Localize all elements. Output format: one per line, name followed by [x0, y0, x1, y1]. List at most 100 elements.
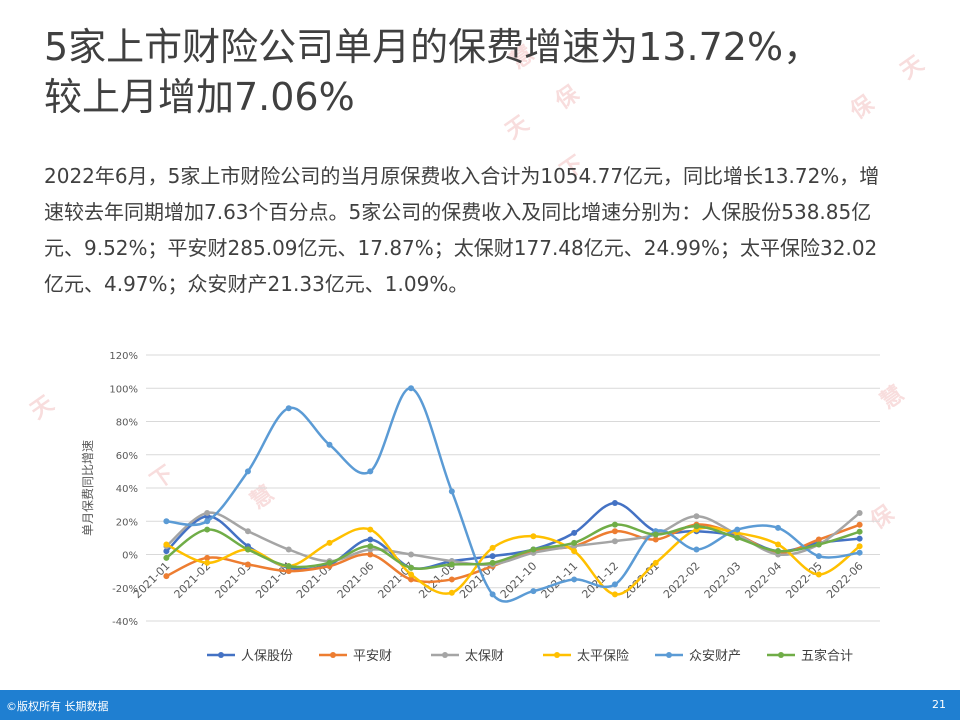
data-point [204, 559, 211, 566]
x-tick-label: 2022-02 [661, 559, 703, 601]
data-point [326, 559, 333, 566]
data-point [367, 536, 374, 543]
slide-title: 5家上市财险公司单月的保费增速为13.72%， 较上月增加7.06% [44, 22, 924, 122]
legend-label: 太平保险 [577, 649, 629, 664]
data-point [285, 405, 292, 412]
data-point [163, 573, 170, 580]
data-point [448, 576, 455, 583]
data-point [408, 564, 415, 571]
data-point [815, 541, 822, 548]
y-tick-label: 100% [109, 384, 138, 395]
data-point [408, 576, 415, 583]
data-point [775, 541, 782, 548]
data-point [489, 559, 496, 566]
y-axis-label: 单月保费同比增速 [81, 440, 95, 536]
data-point [856, 509, 863, 516]
legend-marker [778, 652, 784, 658]
x-tick-label: 2022-03 [702, 559, 744, 601]
data-point [856, 521, 863, 528]
legend-marker [554, 652, 560, 658]
y-tick-label: 40% [116, 484, 138, 495]
data-point [204, 526, 211, 533]
x-tick-label: 2021-01 [131, 559, 173, 601]
data-point [775, 524, 782, 531]
data-point [489, 544, 496, 551]
data-point [652, 559, 659, 566]
legend-label: 人保股份 [241, 649, 293, 664]
data-point [163, 548, 170, 555]
data-point [611, 499, 618, 506]
data-point [611, 528, 618, 535]
data-point [856, 528, 863, 535]
data-point [571, 576, 578, 583]
data-point [815, 571, 822, 578]
data-point [244, 468, 251, 475]
series-line [165, 511, 861, 567]
legend-marker [218, 652, 224, 658]
data-point [775, 548, 782, 555]
data-point [163, 541, 170, 548]
slide-title-line1: 5家上市财险公司单月的保费增速为13.72%， [44, 25, 822, 69]
data-point [611, 591, 618, 598]
data-point [163, 518, 170, 525]
data-point [856, 549, 863, 556]
data-point [693, 546, 700, 553]
data-point [326, 441, 333, 448]
legend-label: 五家合计 [801, 648, 853, 664]
data-point [285, 563, 292, 570]
legend-marker [442, 652, 448, 658]
data-point [856, 535, 863, 542]
data-point [244, 528, 251, 535]
data-point [652, 531, 659, 538]
page-number: 21 [932, 698, 946, 711]
data-point [244, 561, 251, 568]
slide-body-text: 2022年6月，5家上市财险公司的当月原保费收入合计为1054.77亿元，同比增… [44, 164, 880, 296]
data-point [204, 509, 211, 516]
data-point [367, 526, 374, 533]
y-tick-label: -40% [112, 617, 138, 628]
y-tick-label: 60% [116, 451, 138, 462]
data-point [367, 551, 374, 558]
data-point [530, 546, 537, 553]
data-point [408, 551, 415, 558]
data-point [611, 581, 618, 588]
data-point [204, 518, 211, 525]
data-point [693, 523, 700, 530]
data-point [285, 568, 292, 575]
y-tick-label: 120% [109, 351, 138, 362]
data-point [489, 553, 496, 560]
data-point [326, 539, 333, 546]
data-point [734, 526, 741, 533]
series-line [165, 523, 860, 570]
data-point [204, 554, 211, 561]
slide-title-line2: 较上月增加7.06% [44, 75, 355, 119]
data-point [489, 591, 496, 598]
x-tick-label: 2022-06 [824, 559, 866, 601]
data-point [530, 533, 537, 540]
y-tick-label: 80% [116, 418, 138, 429]
data-point [815, 536, 822, 543]
data-point [285, 546, 292, 553]
data-point [448, 561, 455, 568]
data-point [530, 588, 537, 595]
data-point [815, 553, 822, 560]
data-point [244, 546, 251, 553]
data-point [693, 513, 700, 520]
premium-growth-line-chart: -40% -20% 0% 20% 40% 60% 80% 100% 120% 单月保费同比增速 20… [81, 351, 880, 664]
y-tick-label: 20% [116, 517, 138, 528]
legend-label: 太保财 [465, 649, 504, 664]
legend-marker [666, 652, 672, 658]
data-point [448, 488, 455, 495]
y-tick-label: -20% [112, 584, 138, 595]
footer-bar: ©版权所有 长期数据 21 [0, 690, 960, 720]
legend-marker [330, 652, 336, 658]
data-point [611, 538, 618, 545]
x-tick-label: 2022-04 [742, 559, 784, 601]
legend-label: 众安财产 [689, 649, 741, 664]
data-point [571, 529, 578, 536]
y-tick-label: 0% [122, 551, 138, 562]
data-point [571, 548, 578, 555]
data-point [571, 539, 578, 546]
data-point [448, 589, 455, 596]
data-point [652, 536, 659, 543]
